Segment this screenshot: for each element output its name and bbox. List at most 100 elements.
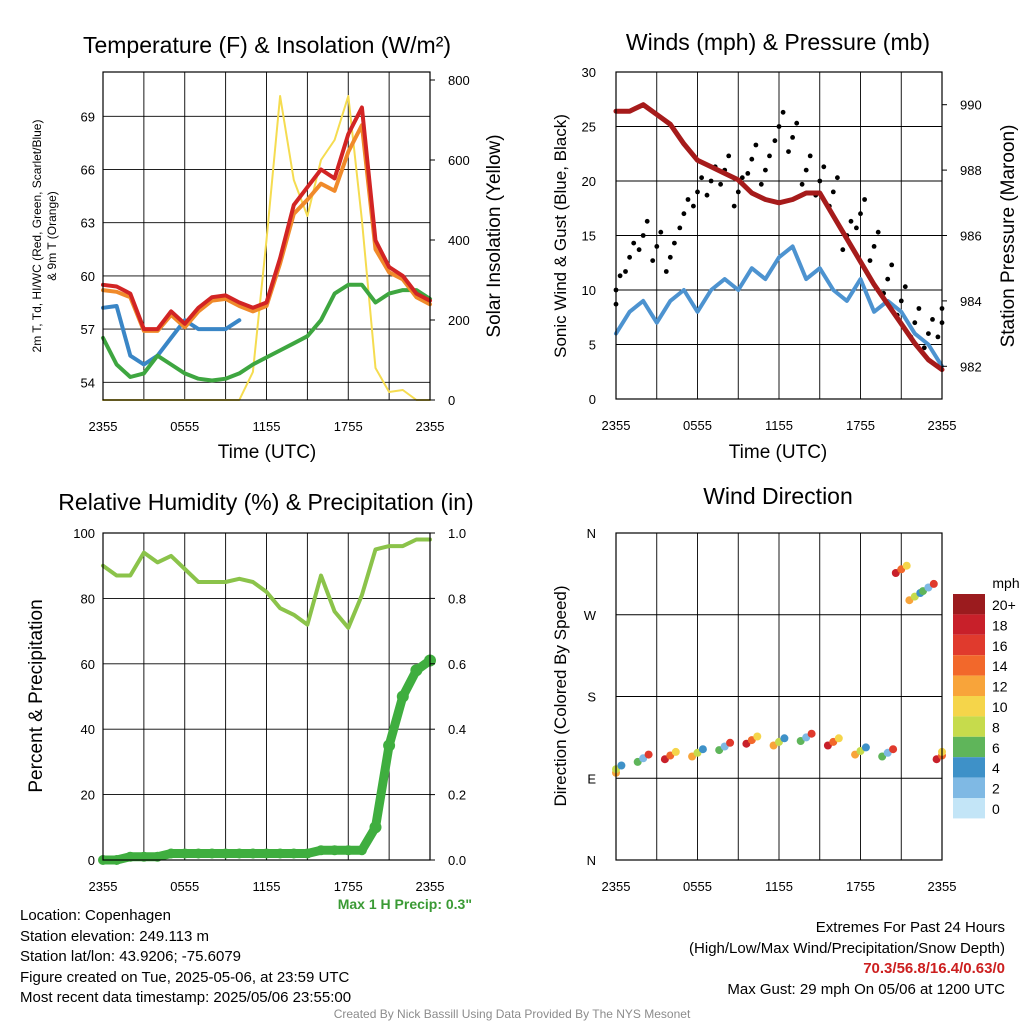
gust-point (623, 269, 628, 274)
direction-point (780, 734, 789, 743)
speed-legend-swatch (953, 614, 985, 635)
gust-point (677, 225, 683, 231)
gust-point (753, 142, 759, 148)
gust-point (889, 262, 895, 268)
gust-point (840, 247, 846, 253)
gust-point (830, 189, 836, 195)
gust-point (718, 181, 723, 187)
gust-point (691, 203, 696, 209)
direction-x-tick-label: 1755 (846, 879, 875, 894)
solar-y-tick-label: 400 (448, 233, 470, 248)
solar-y-tick-label: 600 (448, 153, 470, 168)
gust-point (885, 276, 891, 282)
gust-point (786, 149, 791, 155)
temperature-x-tick-label: 2355 (416, 419, 445, 434)
humidity-y-tick-label: 80 (81, 591, 95, 606)
direction-y-tick-label: N (587, 526, 596, 541)
speed-legend-label: 4 (992, 760, 1000, 776)
humidity-line (101, 537, 432, 630)
speed-legend-swatch (953, 777, 985, 798)
direction-point (644, 750, 653, 759)
speed-legend-label: 2 (992, 781, 1000, 797)
temperature-x-tick-label: 0555 (170, 419, 199, 434)
temperature-y-tick-label: 60 (81, 269, 95, 284)
gust-point (695, 189, 700, 195)
wind-x-tick-label: 2355 (928, 418, 957, 433)
gust-point (875, 229, 881, 235)
temperature-x-tick-label: 1155 (253, 419, 281, 434)
direction-point (617, 761, 626, 770)
pressure-y-tick-label: 984 (960, 294, 982, 309)
gust-point (821, 164, 827, 170)
precip-y-tick-label: 0.8 (448, 591, 466, 606)
direction-panel-title: Wind Direction (703, 483, 853, 509)
precip-y-tick-label: 0.4 (448, 722, 466, 737)
temperature-left-ticks: 54 57 60 63 66 69 (81, 109, 95, 390)
speed-legend: 20+ 18 16 14 12 10 8 6 4 2 0 (953, 594, 1016, 819)
pressure-y-tick-label: 988 (960, 163, 982, 178)
station-location: Location: Copenhagen (20, 907, 171, 924)
direction-y-tick-label: S (587, 690, 596, 705)
gust-point (935, 334, 941, 340)
wind-y-tick-label: 25 (582, 120, 596, 135)
direction-y-tick-label: E (587, 771, 596, 786)
humidity-x-tick-label: 0555 (170, 879, 199, 894)
pressure-y-tick-label: 986 (960, 229, 982, 244)
speed-legend-label: 0 (992, 801, 1000, 817)
extremes-info: Extremes For Past 24 Hours (High/Low/Max… (689, 918, 1005, 1000)
recent-timestamp: Most recent data timestamp: 2025/05/06 2… (20, 989, 352, 1006)
solar-y-tick-label: 200 (448, 313, 470, 328)
gust-point (654, 244, 660, 249)
precip-y-tick-label: 0.6 (448, 657, 466, 672)
temperature-y-tick-label: 54 (81, 375, 95, 390)
gust-point (704, 192, 710, 198)
temperature-panel: Temperature (F) & Insolation (W/m²) 54 57… (30, 32, 505, 463)
gust-point (916, 306, 922, 311)
precip-y-tick-label: 0.2 (448, 788, 466, 803)
gust-point (731, 203, 737, 209)
wind-y-tick-label: 10 (582, 283, 596, 298)
gust-point (921, 345, 927, 351)
gust-point (663, 269, 669, 274)
extremes-values: 70.3/56.8/16.4/0.63/0 (863, 960, 1005, 977)
gust-point (699, 175, 704, 181)
temperature-grid (103, 72, 430, 400)
humidity-x-tick-label: 2355 (416, 879, 445, 894)
direction-x-ticks: 2355 0555 1155 1755 2355 (602, 879, 957, 894)
humidity-x-tick-label: 1155 (253, 879, 281, 894)
solar-y-tick-label: 800 (448, 73, 470, 88)
gust-point (708, 178, 714, 184)
speed-legend-swatch (953, 757, 985, 778)
gust-point (685, 197, 691, 202)
wind-y-label: Sonic Wind & Gust (Blue, Black) (551, 114, 570, 358)
humidity-y-tick-label: 40 (81, 722, 95, 737)
speed-legend-swatch (953, 798, 985, 819)
temperature-panel-title: Temperature (F) & Insolation (W/m²) (83, 32, 451, 58)
precip-y-tick-label: 0.0 (448, 853, 466, 868)
direction-point (929, 579, 938, 588)
humidity-x-tick-label: 2355 (89, 879, 118, 894)
direction-point (861, 743, 870, 752)
direction-point (726, 738, 735, 747)
gust-point (867, 258, 873, 263)
gust-point (644, 218, 650, 224)
precip-line (98, 656, 435, 865)
gust-point (681, 211, 687, 217)
humidity-panel-title: Relative Humidity (%) & Precipitation (i… (58, 489, 473, 515)
humidity-x-ticks: 2355 0555 1155 1755 2355 (89, 879, 445, 894)
wind-x-tick-label: 1155 (765, 418, 793, 433)
direction-point (902, 561, 911, 570)
direction-point (671, 747, 680, 756)
speed-legend-label: 16 (992, 638, 1008, 654)
temperature-x-label: Time (UTC) (218, 442, 317, 463)
figure-created: Figure created on Tue, 2025-05-06, at 23… (20, 968, 350, 986)
gust-point (794, 120, 800, 126)
direction-x-tick-label: 1155 (765, 879, 793, 894)
speed-legend-label: 10 (992, 699, 1008, 715)
station-latlon: Station lat/lon: 43.9206; -75.6079 (20, 948, 242, 965)
gust-point (617, 273, 623, 279)
temperature-y-tick-label: 57 (81, 322, 95, 337)
gust-point (898, 298, 904, 304)
